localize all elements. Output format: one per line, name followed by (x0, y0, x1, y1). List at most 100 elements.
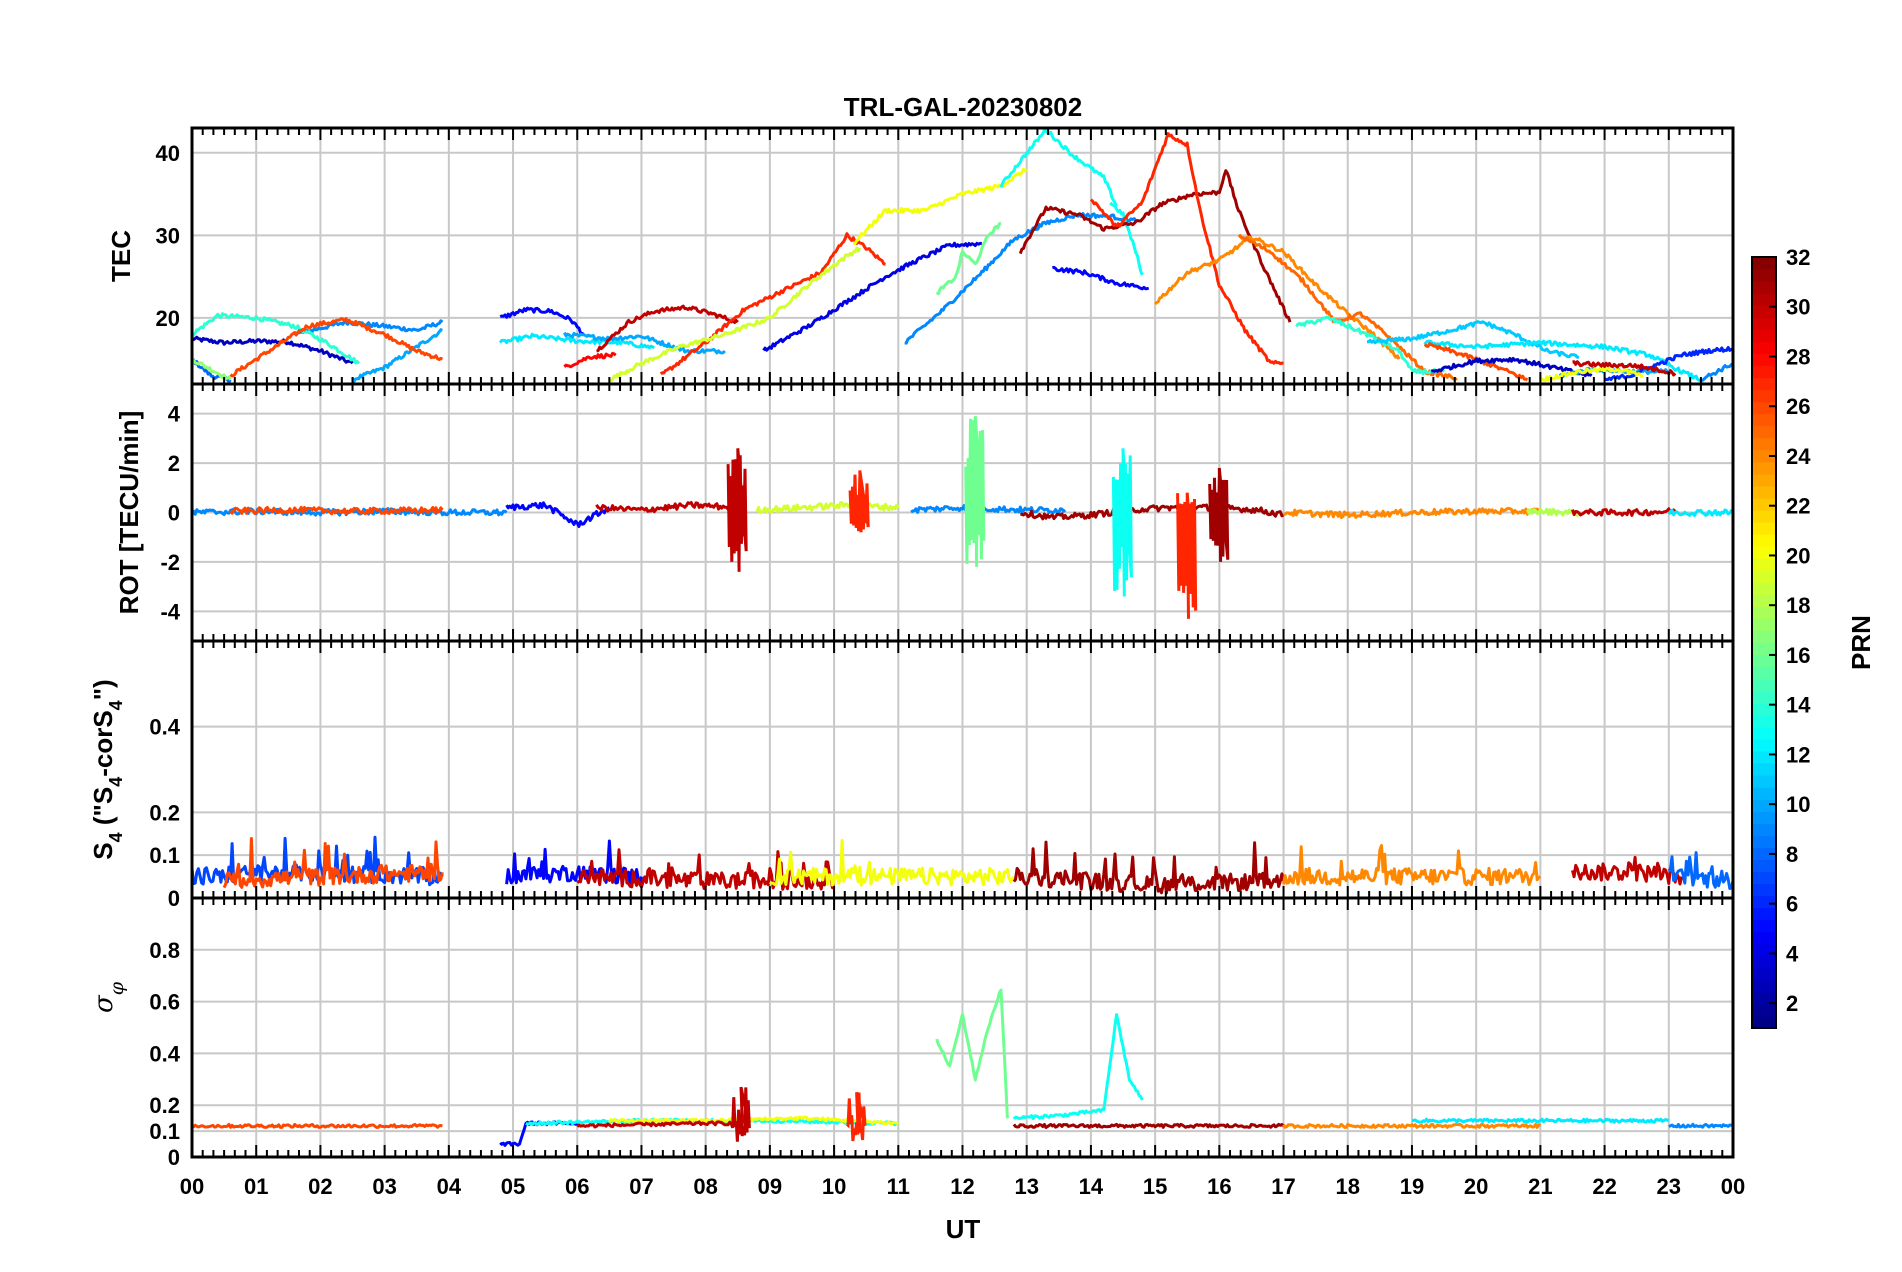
series-line-prn-30 (595, 501, 739, 514)
series-line-prn-16 (935, 221, 1002, 296)
x-tick-label: 04 (437, 1174, 462, 1199)
colorbar-swatch (1752, 642, 1776, 656)
colorbar-tick-label: 4 (1786, 941, 1799, 966)
series-line-prn-12 (1411, 1117, 1670, 1124)
colorbar-swatch (1752, 630, 1776, 644)
series-line-prn-26 (229, 317, 444, 378)
colorbar-swatch (1752, 738, 1776, 752)
x-axis-label: UT (946, 1214, 981, 1244)
x-tick-label: 06 (565, 1174, 589, 1199)
series-line-prn-3 (1430, 356, 1593, 378)
colorbar-swatch (1752, 389, 1776, 403)
colorbar-swatch (1752, 811, 1776, 824)
colorbar-tick-label: 26 (1786, 394, 1810, 419)
colorbar-swatch (1752, 401, 1776, 415)
colorbar-swatch (1752, 377, 1776, 391)
colorbar-swatch (1752, 871, 1776, 885)
series-line-prn-9 (293, 319, 444, 337)
y-label-part: S (88, 842, 118, 859)
y-tick-label: 2 (168, 451, 180, 476)
x-tick-label: 13 (1014, 1174, 1038, 1199)
y-tick-label: 0.4 (149, 715, 180, 740)
colorbar-swatch (1752, 666, 1776, 680)
series-line-prn-31 (1018, 169, 1292, 323)
spike-prn-16 (964, 415, 986, 567)
series-line-prn-20 (769, 838, 1016, 887)
series-line-prn-18 (1526, 507, 1581, 517)
series-line-prn-16 (935, 988, 1009, 1119)
x-tick-label: 21 (1528, 1174, 1552, 1199)
colorbar-tick-label: 28 (1786, 344, 1810, 369)
spike-prn-27 (845, 1091, 867, 1142)
y-tick-label: 30 (156, 223, 180, 248)
panel-sigphi: 00.10.2 0.4 0.6 0.8 σφ (89, 896, 1735, 1170)
x-axis-ticks: 00 01 02 03 04 05 06 07 08 09 10 11 12 13 14 15 16 17 18 19… (180, 1174, 1745, 1199)
series-line-prn-10 (563, 331, 726, 355)
colorbar-swatch (1752, 509, 1776, 523)
x-tick-label: 00 (1721, 1174, 1745, 1199)
series-line-prn-3 (192, 335, 354, 365)
y-tick-label: -4 (160, 599, 180, 624)
colorbar-tick-label: 14 (1786, 693, 1811, 718)
spike-prn-27 (1176, 492, 1198, 619)
y-tick-label: 0.1 (149, 843, 180, 868)
y-tick-label: 0.2 (149, 800, 180, 825)
colorbar-tick-label: 24 (1786, 444, 1811, 469)
colorbar-swatch (1752, 449, 1776, 463)
x-tick-label: 10 (822, 1174, 846, 1199)
y-label-part: -corS (88, 710, 118, 776)
colorbar-swatch (1752, 497, 1776, 511)
y-tick-label: 40 (156, 141, 180, 166)
x-tick-label: 19 (1400, 1174, 1424, 1199)
series-group (192, 835, 1733, 895)
colorbar-swatch (1752, 365, 1776, 379)
colorbar-swatch (1752, 425, 1776, 439)
colorbar-tick-label: 30 (1786, 295, 1810, 320)
colorbar-swatch (1752, 750, 1776, 764)
series-line-prn-24 (1282, 1122, 1542, 1129)
series-line-prn-9 (910, 504, 1067, 515)
series-line-prn-14 (192, 312, 361, 365)
colorbar-swatch (1752, 534, 1776, 547)
colorbar-swatch (1752, 799, 1776, 812)
colorbar-swatch (1752, 823, 1776, 836)
series-line-prn-13 (999, 128, 1118, 208)
series-line-prn-27 (659, 232, 886, 376)
colorbar-swatch (1752, 473, 1776, 487)
series-line-prn-20 (852, 167, 1028, 246)
series-line-prn-9 (904, 211, 1138, 345)
x-tick-label: 03 (372, 1174, 396, 1199)
series-line-prn-24 (1282, 844, 1542, 887)
colorbar-swatch (1752, 955, 1776, 969)
y-label-part: 4 (106, 832, 126, 842)
panel-s4: 00.10.20.4S4 ("S4-corS4") (88, 639, 1735, 911)
colorbar-label: PRN (1846, 615, 1876, 670)
colorbar-swatch (1752, 594, 1776, 607)
series-line-prn-30 (1572, 360, 1677, 377)
series-line-prn-30 (1571, 507, 1677, 517)
series-line-prn-11 (1367, 320, 1580, 360)
colorbar-swatch (1752, 859, 1776, 872)
series-line-prn-31 (1012, 840, 1285, 895)
y-axis-label: TEC (106, 230, 136, 282)
series-line-prn-28 (563, 351, 617, 369)
colorbar-swatch (1752, 967, 1776, 981)
colorbar-swatch (1752, 570, 1776, 583)
colorbar-swatch (1752, 775, 1776, 788)
series-line-prn-26 (222, 837, 444, 889)
x-tick-label: 17 (1271, 1174, 1295, 1199)
y-label-phi: φ (106, 981, 128, 995)
colorbar-swatch (1752, 919, 1776, 933)
series-line-prn-8 (1667, 851, 1733, 890)
colorbar-swatch (1752, 847, 1776, 860)
x-tick-label: 20 (1464, 1174, 1488, 1199)
x-tick-label: 05 (501, 1174, 525, 1199)
colorbar-swatch (1752, 606, 1776, 620)
y-label-part: 4 (106, 700, 126, 710)
series-line-prn-9 (1700, 362, 1733, 383)
series-line-prn-13 (1012, 1013, 1144, 1121)
y-tick-label: 4 (168, 402, 181, 427)
y-label-part: ("S (88, 787, 118, 833)
